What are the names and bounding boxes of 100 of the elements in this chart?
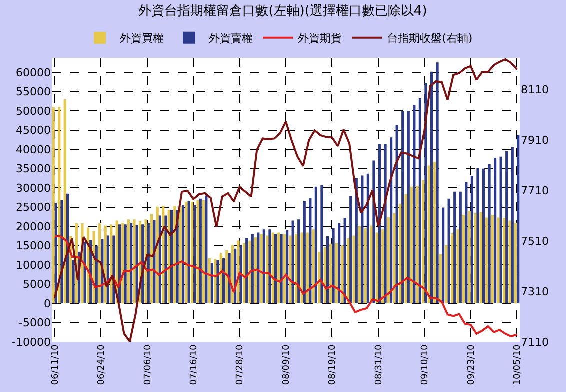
bar <box>286 230 289 304</box>
bar <box>306 232 310 304</box>
bar <box>268 230 272 304</box>
y2-tick-label: 7310 <box>521 285 549 298</box>
bar <box>251 234 254 304</box>
bar <box>393 213 396 304</box>
bar <box>246 238 248 304</box>
y2-tick-label: 7710 <box>521 184 549 198</box>
bar <box>445 245 448 304</box>
bar <box>376 232 378 304</box>
bar <box>382 230 384 304</box>
bar <box>396 125 398 304</box>
bar <box>450 233 454 304</box>
bar <box>185 202 188 304</box>
bar <box>422 180 425 304</box>
bar <box>494 158 497 304</box>
legend-label: 外資期貨 <box>298 32 342 46</box>
bar <box>424 83 428 304</box>
bar <box>517 134 520 304</box>
y-tick-label: -10000 <box>12 336 51 349</box>
bar <box>320 185 324 304</box>
bar <box>170 210 174 304</box>
bar <box>476 168 480 304</box>
bar <box>179 206 182 304</box>
legend-label: 台指期收盤(右軸) <box>387 32 473 46</box>
bar <box>150 214 154 304</box>
bar <box>164 216 168 304</box>
y-tick-label: 5000 <box>23 278 51 292</box>
bar <box>335 243 338 304</box>
y-tick-label: 45000 <box>16 124 51 138</box>
bar <box>202 200 206 304</box>
bar <box>497 218 500 304</box>
bar <box>407 111 410 304</box>
y2-tick-label: 7910 <box>521 134 549 148</box>
bar <box>482 168 486 304</box>
bar <box>266 236 269 304</box>
y-tick-label: 30000 <box>16 182 51 195</box>
bar <box>309 198 312 304</box>
bar <box>410 186 414 304</box>
bar <box>384 144 387 304</box>
bar <box>312 230 315 304</box>
x-tick-label: 07/16/10 <box>189 344 200 386</box>
legend-label: 外資買權 <box>120 32 164 46</box>
bar <box>511 147 514 304</box>
y2-tick-label: 7510 <box>521 234 549 248</box>
bar <box>390 138 393 304</box>
bar <box>280 234 283 304</box>
bar <box>110 224 113 304</box>
bar <box>468 211 471 304</box>
bar <box>502 218 506 304</box>
bar <box>254 237 258 304</box>
bar <box>260 234 263 304</box>
bar <box>366 174 370 304</box>
bar <box>456 230 460 304</box>
bar <box>182 205 185 304</box>
y2-tick-label: 7110 <box>521 336 549 349</box>
bar <box>292 220 294 304</box>
bar <box>220 253 222 304</box>
bar <box>188 202 190 304</box>
bar <box>248 240 252 304</box>
y-tick-label: 15000 <box>16 240 51 253</box>
bar <box>341 245 344 304</box>
bar <box>272 232 274 304</box>
y-tick-label: -5000 <box>19 316 51 330</box>
bar <box>168 210 170 304</box>
bar <box>64 100 66 304</box>
y-tick-label: 0 <box>44 297 51 310</box>
bar <box>208 258 211 304</box>
line-series <box>54 58 518 342</box>
line-series <box>54 236 518 338</box>
y-tick-label: 60000 <box>16 66 51 80</box>
bar <box>398 204 402 304</box>
bar <box>274 234 278 304</box>
bar <box>298 220 300 304</box>
bar <box>370 226 373 304</box>
bar <box>352 236 356 304</box>
bar <box>378 144 382 304</box>
bar <box>416 186 419 304</box>
bar <box>257 232 260 304</box>
bar <box>465 182 468 304</box>
bar <box>448 198 450 304</box>
y-tick-label: 10000 <box>16 258 51 272</box>
x-tick-label: 08/31/10 <box>374 344 384 386</box>
bar <box>491 215 494 304</box>
bar <box>314 186 318 304</box>
bar <box>199 198 202 304</box>
y-tick-label: 20000 <box>16 220 51 234</box>
bar <box>330 244 332 304</box>
bar <box>454 192 456 304</box>
x-tick-label: 07/06/10 <box>143 344 154 386</box>
bar <box>127 220 130 304</box>
bar <box>387 217 390 304</box>
bar <box>514 223 518 304</box>
bar <box>338 223 341 304</box>
bar <box>205 196 208 304</box>
bar <box>436 62 439 304</box>
bar <box>58 107 61 304</box>
x-tick-label: 09/23/10 <box>466 344 477 386</box>
bar <box>283 234 286 304</box>
bar <box>318 252 321 304</box>
